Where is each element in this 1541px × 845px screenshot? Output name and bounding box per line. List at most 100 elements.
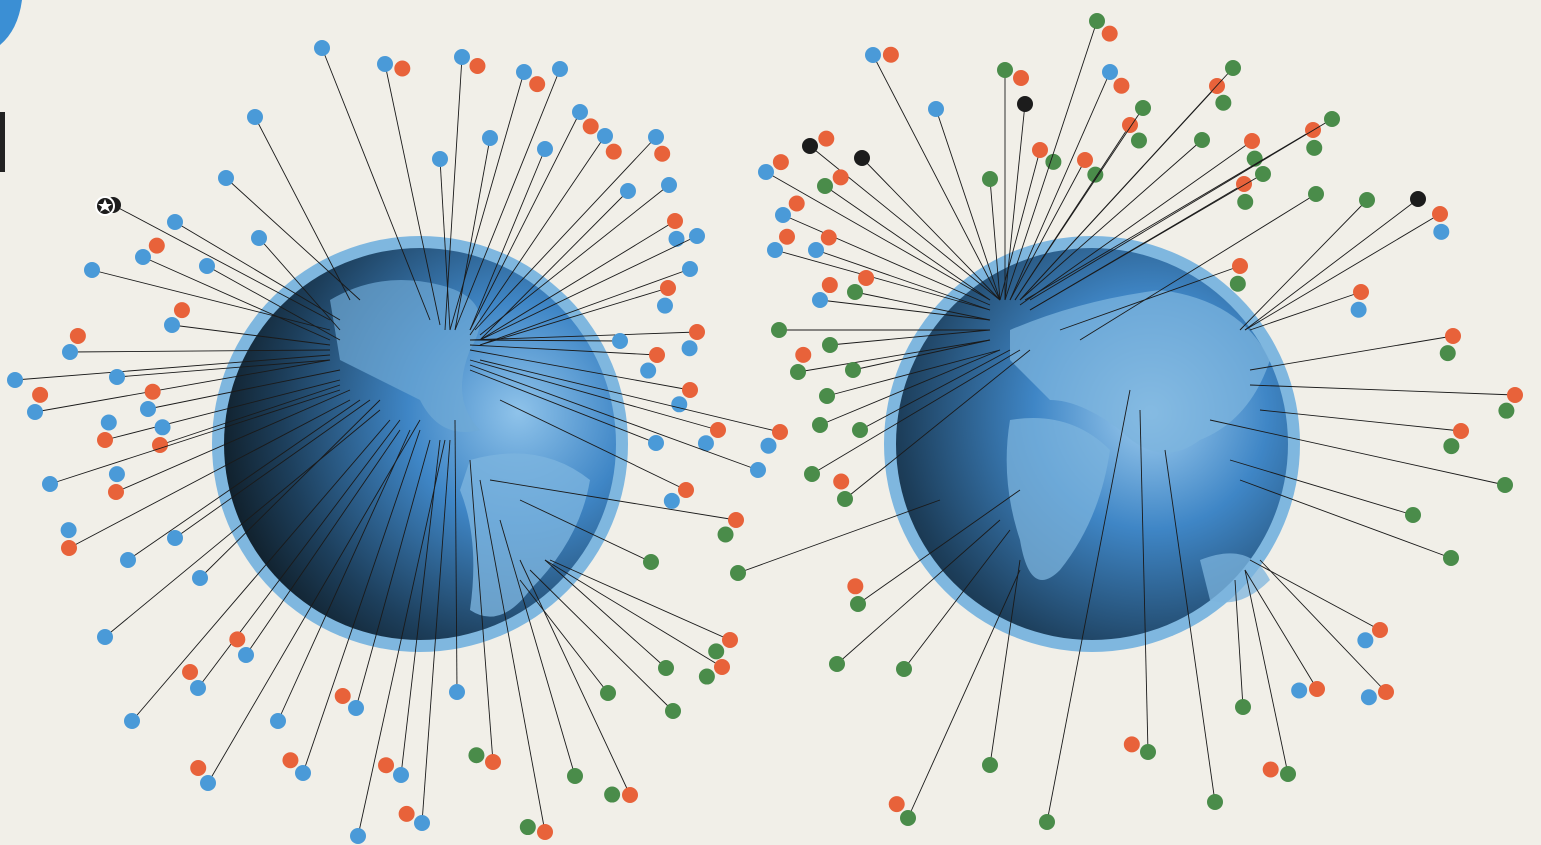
pin-dot xyxy=(124,713,140,729)
pin-dot xyxy=(708,643,725,660)
pin-dot xyxy=(758,164,774,180)
pin-dot xyxy=(1039,814,1055,830)
pin-dot xyxy=(1237,193,1254,210)
pin-line xyxy=(245,429,401,656)
pin-line xyxy=(819,299,991,321)
pin-line xyxy=(479,268,691,346)
pin-dot xyxy=(251,230,267,246)
pin-line xyxy=(1019,140,1253,306)
pin-dot xyxy=(572,104,588,120)
pin-line xyxy=(1244,198,1419,331)
pin-line xyxy=(355,439,431,709)
pin-line xyxy=(544,559,667,669)
pin-line xyxy=(127,399,361,561)
pin-dot xyxy=(334,688,351,705)
continent xyxy=(460,453,590,617)
pin-dot xyxy=(378,757,395,774)
pin-line xyxy=(1029,173,1264,311)
pin-dot xyxy=(1255,166,1271,182)
pin-line xyxy=(1164,449,1216,803)
pin-dot xyxy=(668,230,685,247)
pin-line xyxy=(225,177,361,301)
pin-line xyxy=(104,379,341,441)
pin-line xyxy=(1014,107,1144,301)
pin-dot xyxy=(858,269,875,286)
pin-dot xyxy=(730,565,746,581)
pin-line xyxy=(1019,139,1203,301)
pin-dot xyxy=(728,512,744,528)
pin-dot xyxy=(270,713,286,729)
pin-line xyxy=(935,108,1001,301)
pin-line xyxy=(302,429,421,774)
pin-line xyxy=(479,235,698,341)
pin-dot xyxy=(640,362,657,379)
pin-dot xyxy=(1045,153,1062,170)
pin-dot xyxy=(152,437,168,453)
pin-line xyxy=(469,331,698,341)
pin-dot xyxy=(1378,684,1394,700)
pin-dot xyxy=(247,109,263,125)
pin-dot xyxy=(832,169,849,186)
pin-line xyxy=(469,459,494,763)
pin-line xyxy=(68,399,351,549)
pin-dot xyxy=(60,522,77,539)
pin-dot xyxy=(1207,794,1223,810)
pin-dot xyxy=(1140,744,1156,760)
pin-dot xyxy=(516,64,532,80)
pin-dot xyxy=(852,422,868,438)
pin-dot xyxy=(32,386,49,403)
pin-dot xyxy=(519,819,536,836)
continent xyxy=(1006,418,1110,580)
pin-dot xyxy=(788,195,805,212)
pin-dot xyxy=(822,337,838,353)
pin-dot xyxy=(109,369,125,385)
pin-line xyxy=(819,349,1001,426)
pin-line xyxy=(400,439,441,776)
pin-dot xyxy=(845,362,861,378)
pin-dot xyxy=(173,302,190,319)
pin-dot xyxy=(108,484,124,500)
pin-dot xyxy=(697,435,714,452)
pin-dot xyxy=(218,170,234,186)
pin-dot xyxy=(837,491,853,507)
pin-dot xyxy=(1350,301,1367,318)
pin-dot xyxy=(1087,166,1104,183)
pin-dot xyxy=(604,786,621,803)
pin-line xyxy=(469,148,546,331)
pin-dot xyxy=(760,437,777,454)
pin-line xyxy=(519,559,631,796)
pin-dot xyxy=(1215,94,1232,111)
pin-dot xyxy=(819,388,835,404)
pin-dot xyxy=(1507,387,1523,403)
pin-dot xyxy=(432,151,448,167)
pin-line xyxy=(384,63,441,326)
pin-dot xyxy=(582,118,599,135)
pin-dot xyxy=(1405,507,1421,523)
pin-dot xyxy=(84,262,100,278)
continent xyxy=(330,280,480,432)
pin-dot xyxy=(282,752,299,769)
pin-line xyxy=(449,71,525,331)
pin-dot xyxy=(847,578,864,595)
pin-line xyxy=(774,249,991,311)
pin-dot xyxy=(1498,402,1515,419)
pin-dot xyxy=(1102,64,1118,80)
pin-dot xyxy=(190,680,206,696)
pin-line xyxy=(469,344,658,356)
pin-dot xyxy=(600,685,616,701)
pin-dot xyxy=(1113,77,1130,94)
pin-line xyxy=(454,419,458,693)
pin-dot xyxy=(750,462,766,478)
pin-dot xyxy=(722,632,738,648)
pin-dot xyxy=(1372,622,1388,638)
corner-bar xyxy=(0,112,5,172)
pin-dot xyxy=(350,828,366,844)
pin-line xyxy=(815,249,991,311)
pin-line xyxy=(1244,569,1318,690)
pin-dot xyxy=(140,401,156,417)
pin-dot xyxy=(833,473,850,490)
pin-dot xyxy=(1130,132,1147,149)
pin-line xyxy=(131,419,391,722)
pin-line xyxy=(903,529,1011,670)
